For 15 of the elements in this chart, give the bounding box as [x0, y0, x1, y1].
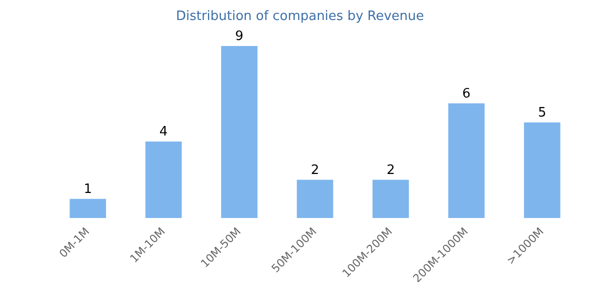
bar: [221, 46, 258, 218]
bar: [372, 180, 409, 218]
data-label: 5: [538, 105, 546, 120]
data-label: 2: [386, 162, 395, 178]
data-label: 2: [310, 162, 320, 178]
data-label: 1: [84, 182, 92, 197]
bar: [448, 103, 485, 218]
bar: [145, 142, 182, 218]
bar: [70, 198, 106, 218]
data-label: 4: [159, 124, 168, 140]
data-label: 6: [462, 86, 471, 102]
data-label: 9: [235, 29, 244, 44]
bar: [524, 122, 560, 218]
bar: [296, 180, 334, 218]
chart-title: Distribution of companies by Revenue: [176, 9, 424, 24]
